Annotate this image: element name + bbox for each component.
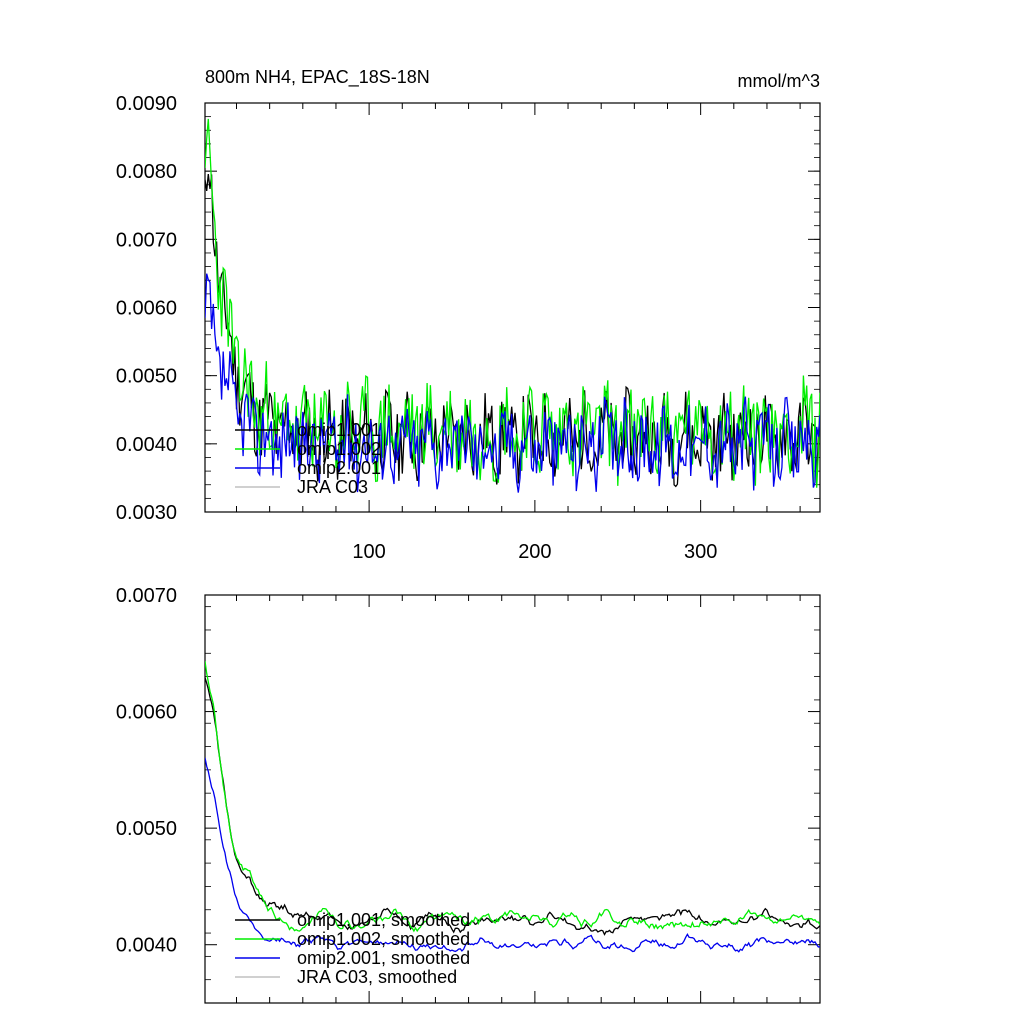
y-tick-label: 0.0040 bbox=[116, 935, 177, 957]
legend-label: omip1.001, smoothed bbox=[297, 910, 470, 930]
legend-label: JRA C03, smoothed bbox=[297, 967, 457, 987]
legend-label: omip2.001, smoothed bbox=[297, 948, 470, 968]
y-tick-label: 0.0080 bbox=[116, 161, 177, 183]
legend-label: omip1.002 bbox=[297, 439, 381, 459]
y-tick-label: 0.0040 bbox=[116, 434, 177, 456]
top-panel: 800m NH4, EPAC_18S-18N mmol/m^3 0.0030 0.… bbox=[116, 67, 821, 563]
y-tick-label: 0.0070 bbox=[116, 585, 177, 607]
top-chart-title: 800m NH4, EPAC_18S-18N bbox=[205, 67, 430, 88]
x-tick-label: 100 bbox=[352, 541, 385, 563]
bottom-plot-frame bbox=[204, 594, 821, 1004]
top-chart-units: mmol/m^3 bbox=[738, 71, 820, 91]
x-tick-label: 200 bbox=[518, 541, 551, 563]
x-tick-label: 300 bbox=[684, 541, 717, 563]
series-line bbox=[205, 677, 820, 936]
legend-label: omip1.002, smoothed bbox=[297, 929, 470, 949]
bottom-panel: 0.0040 0.0050 0.0060 0.0070 omip1.001, smoo… bbox=[116, 585, 821, 1004]
series-line bbox=[205, 273, 820, 493]
y-tick-label: 0.0050 bbox=[116, 366, 177, 388]
legend-label: omip2.001 bbox=[297, 458, 381, 478]
y-tick-label: 0.0090 bbox=[116, 93, 177, 115]
y-tick-label: 0.0070 bbox=[116, 229, 177, 251]
y-tick-label: 0.0030 bbox=[116, 502, 177, 524]
legend-label: omip1.001 bbox=[297, 420, 381, 440]
series-line bbox=[205, 661, 820, 933]
y-tick-label: 0.0050 bbox=[116, 818, 177, 840]
legend-label: JRA C03 bbox=[297, 477, 368, 497]
series-line bbox=[205, 757, 820, 953]
y-tick-label: 0.0060 bbox=[116, 298, 177, 320]
y-tick-label: 0.0060 bbox=[116, 702, 177, 724]
